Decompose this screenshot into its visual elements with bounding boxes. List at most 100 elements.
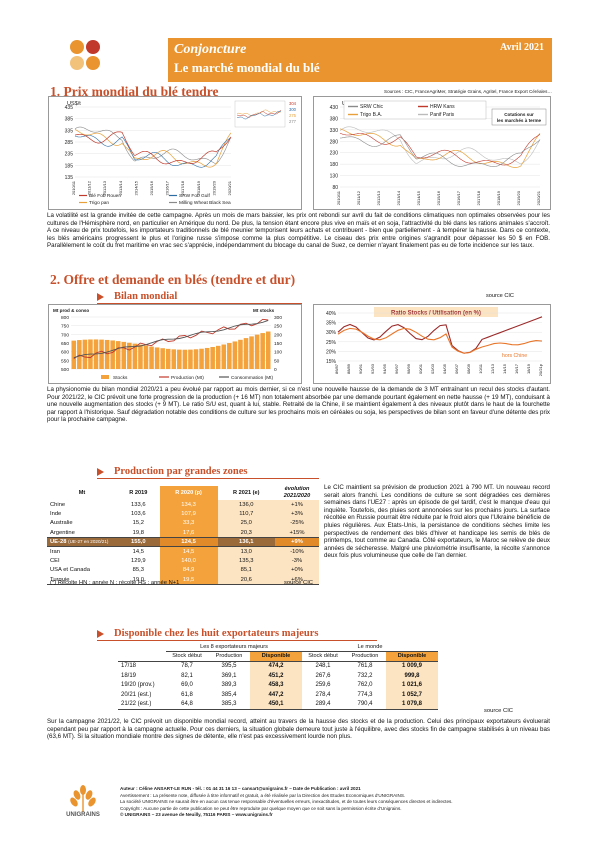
chart2-svg: US$/t430380330280230180130802010/112011/… [330, 100, 547, 205]
cell-r2019: 129,9 [131, 558, 146, 565]
cell-value: 474,2 [250, 661, 302, 671]
row-name: Australie [50, 520, 73, 527]
chart3-ytick-left: 750 [61, 324, 69, 330]
section2-paragraph: La physionomie du bilan mondial 2020/21 … [47, 386, 550, 423]
cell-r2020: 124,5 [159, 537, 218, 548]
cell-value: 761,8 [357, 663, 373, 670]
chart4-title-box [374, 307, 498, 317]
stock-bar [215, 345, 221, 369]
cell-r2020: 107,9 [159, 509, 218, 519]
chart1-ytick: 385 [65, 117, 74, 123]
cell-r2020: 17,6 [159, 528, 218, 539]
chart2-ytick: 80 [332, 185, 338, 191]
chart4-xtick: 00/01 [418, 363, 423, 374]
cell-r2020: 19,5 [159, 575, 218, 586]
production-row: Turquie 19,0 19,5 20,6 +6% [47, 575, 319, 586]
chart1-xtick: 2011/12 [87, 180, 92, 195]
stock-bar [232, 341, 238, 369]
cell-r2021: 20,3 [217, 528, 275, 539]
chart2-ytick: 330 [330, 128, 339, 134]
cell-evolution: +1% [275, 500, 319, 510]
chart4-xtick: 16/17 [514, 363, 519, 374]
chart4-label-hors-chine: hors Chine [502, 353, 527, 359]
col-stock-debut: Stock début [166, 651, 208, 662]
header-title: Conjoncture [174, 42, 247, 57]
cell-value: 248,1 [315, 663, 331, 670]
chart1-ylabel: US$/t [67, 101, 81, 107]
cell-r2021: 85,1 [217, 565, 275, 576]
chart4-xtick: 98/99 [406, 363, 411, 374]
chart1-xtick: 2013/14 [118, 180, 123, 195]
bilan-heading: Bilan mondial [97, 291, 177, 302]
stock-bar [177, 349, 182, 369]
cell-r2019: 19,0 [117, 575, 160, 586]
stock-bar [193, 349, 199, 369]
footer-author: Auteur : Céline ANSART-LE RUN - tél. : 0… [120, 786, 361, 791]
chart3-legend-label: Consommation (Mt) [231, 375, 274, 381]
chart3-ytick-right: 250 [274, 324, 282, 330]
cell-value: 385,3 [208, 699, 250, 710]
chart2-legend-label: SRW Chic [360, 104, 383, 110]
cell-value: 278,4 [315, 691, 331, 698]
chart2-xtick: 2011/12 [356, 190, 361, 205]
chart1-ytick: 185 [65, 163, 74, 169]
chart1-legend-label: Blé Fob Rouen [89, 193, 121, 199]
cell-value: 385,4 [221, 691, 237, 698]
chart2-xtick: 2015/16 [436, 190, 441, 205]
cell-r2020: 140,0 [159, 556, 218, 566]
cell-r2021: 135,3 [217, 556, 275, 566]
chart3-ytick-left: 600 [61, 350, 69, 356]
cell-evolution: -25% [275, 518, 319, 529]
chart2-ytick: 280 [330, 139, 339, 145]
disponible-source: source CIC [484, 708, 513, 714]
chart4-ytick: 15% [326, 359, 337, 365]
production-row: Australie 15,2 33,3 25,0 -25% [47, 518, 319, 529]
disponible-row: 21/22 (est.) 64,8 385,3 450,1 289,4 790,4 1 07… [118, 699, 438, 710]
disponible-group-row: Les 8 exportateurs majeurs Le monde [118, 642, 438, 653]
group-monde: Le monde [302, 642, 438, 653]
section2-title: 2. Offre et demande en blés (tendre et d… [50, 272, 296, 287]
conjoncture-logo [70, 40, 110, 80]
col-r2020: R 2020 (p) [159, 486, 218, 500]
cell-value: 732,2 [357, 672, 373, 679]
production-row: CEI 129,9 140,0 135,3 -3% [47, 556, 319, 566]
stock-bar [204, 347, 210, 369]
cell-r2021: 13,0 [217, 546, 275, 557]
cell-r2020: 14,5 [159, 546, 218, 557]
cell-value: 1 009,9 [386, 661, 438, 671]
production-row: Chine 133,6 134,3 136,0 +1% [47, 500, 319, 510]
cell-value: 451,2 [250, 670, 302, 681]
header-date: Avril 2021 [500, 42, 544, 53]
cell-r2019: 14,5 [132, 548, 144, 555]
cell-r2019: 133,6 [131, 501, 146, 508]
cell-value: 447,2 [250, 689, 302, 700]
stock-bar [127, 342, 132, 369]
cell-r2019: 19,8 [117, 528, 160, 539]
chart3-legend-label: Stocks [113, 375, 128, 381]
bilan-underline [97, 303, 302, 304]
chart4-xtick: 94/95 [382, 363, 387, 374]
row-name: Argentine [47, 528, 117, 539]
chart4-xtick: 06/07 [454, 363, 459, 374]
stock-bar [260, 333, 265, 369]
chart2-legend-label: Trigo B.A. [360, 112, 382, 118]
cell-value: 1 079,8 [386, 699, 438, 710]
stock-bar [188, 349, 193, 369]
cell-evolution: -10% [275, 546, 319, 557]
disponible-title: Disponible chez les huit exportateurs ma… [114, 628, 319, 639]
col-production-monde: Production [344, 651, 386, 662]
chart2-xtick: 2012/13 [376, 190, 381, 205]
section1-paragraph: La volatilité est la grande invitée de c… [47, 212, 550, 249]
disponible-table: Les 8 exportateurs majeurs Le monde Stoc… [118, 642, 438, 710]
cell-r2019: 103,6 [131, 511, 146, 518]
series-srw-chic [339, 134, 541, 167]
series-ratio-hors-chine [337, 327, 543, 354]
chart1-legend-label: Milling Wheat Black Sea [179, 200, 231, 206]
inset-srw [236, 111, 282, 120]
production-row: Argentine 19,8 17,6 20,3 +15% [47, 528, 319, 539]
chart3-ylabel-right: Mt stocks [253, 308, 275, 313]
row-name: CEI [50, 558, 60, 565]
row-name: UE-28 (UE-27 en 2020/21) [47, 537, 117, 548]
disponible-heading: Disponible chez les huit exportateurs ma… [97, 628, 318, 639]
chart1-ytick: 235 [65, 152, 74, 158]
